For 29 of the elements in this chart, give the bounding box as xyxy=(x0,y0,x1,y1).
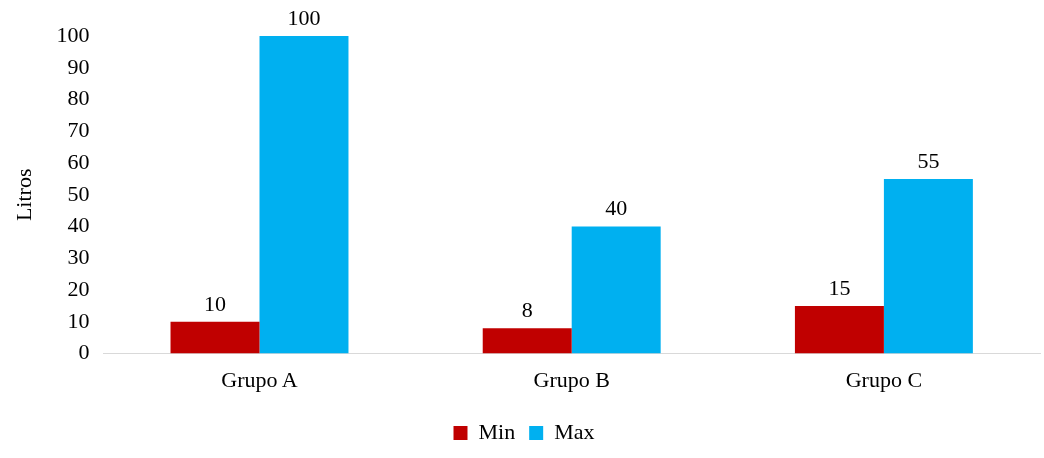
data-label: 100 xyxy=(287,4,321,30)
y-tick-label: 30 xyxy=(67,244,90,270)
bar xyxy=(259,36,349,354)
y-tick-label: 80 xyxy=(67,85,90,111)
data-label: 40 xyxy=(605,195,628,221)
x-tick-label: Grupo C xyxy=(845,366,923,392)
bar xyxy=(883,178,973,354)
x-tick-label: Grupo A xyxy=(221,366,298,392)
data-label: 10 xyxy=(204,290,227,316)
y-tick-label: 90 xyxy=(67,53,90,79)
y-axis-title: Litros xyxy=(10,168,36,222)
data-label: 8 xyxy=(521,296,533,322)
y-tick-label: 10 xyxy=(67,307,90,333)
bar xyxy=(170,321,260,354)
y-tick-label: 70 xyxy=(67,117,90,143)
data-label: 55 xyxy=(917,147,940,173)
x-tick-label: Grupo B xyxy=(533,366,610,392)
y-tick-label: 50 xyxy=(67,180,90,206)
y-tick-label: 60 xyxy=(67,148,90,174)
legend-label: Max xyxy=(554,418,595,444)
bar xyxy=(571,226,661,354)
y-tick-label: 0 xyxy=(78,339,90,365)
y-tick-label: 100 xyxy=(56,21,90,47)
data-label: 15 xyxy=(828,274,851,300)
y-tick-label: 20 xyxy=(67,275,90,301)
legend-label: Min xyxy=(478,418,516,444)
y-tick-label: 40 xyxy=(67,212,90,238)
bar xyxy=(482,328,572,354)
bar xyxy=(794,305,884,354)
